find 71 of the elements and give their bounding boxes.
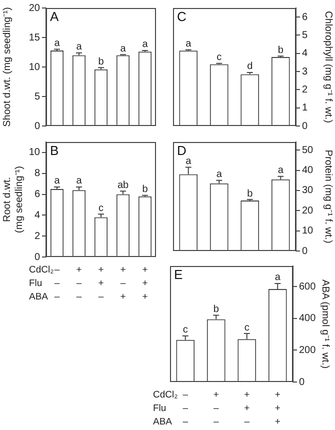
x-axis-title: CdCl₂ Flu ABA: [29, 264, 54, 303]
data-label: a: [186, 156, 192, 167]
chart-title: C: [177, 9, 186, 24]
data-label: a: [278, 165, 284, 176]
data-label: ab: [117, 180, 129, 191]
y-tick-label: 10: [28, 147, 40, 158]
y-tick-label: 5: [302, 30, 308, 41]
chart-title: D: [177, 143, 186, 158]
y-tick-label: 2: [302, 84, 308, 96]
data-label: a: [274, 272, 281, 284]
y-tick-label: 15: [28, 32, 40, 44]
data-label: b: [213, 304, 220, 316]
y-tick-label: 0: [299, 376, 305, 388]
x-tick-label: + – –: [76, 264, 82, 303]
data-label: c: [216, 52, 222, 64]
data-label: b: [247, 188, 254, 200]
chart-title: B: [50, 143, 59, 158]
x-tick-label: + – +: [120, 264, 126, 303]
y-tick-label: 40: [302, 165, 314, 176]
chart-title: A: [50, 9, 59, 24]
y-tick-label: 6: [302, 12, 308, 23]
data-label: a: [76, 42, 82, 53]
y-tick-label: 10: [28, 62, 40, 73]
y-tick-label: 1: [302, 102, 308, 114]
data-label: c: [182, 324, 188, 336]
y-tick-label: 4: [302, 48, 308, 60]
y-tick-label: 3: [302, 66, 308, 78]
y-tick-label: 6: [34, 189, 40, 200]
x-tick-label: + + +: [274, 390, 281, 428]
y-tick-label: 0: [302, 120, 308, 132]
y-tick-label: 200: [299, 344, 316, 356]
x-tick-label: – – –: [182, 390, 189, 428]
x-tick-label: + + +: [142, 264, 148, 303]
y-tick-label: 4: [34, 210, 40, 221]
x-tick-label: + – –: [213, 390, 220, 428]
data-label: b: [98, 56, 104, 68]
data-label: c: [244, 322, 250, 334]
y-tick-label: 0: [34, 252, 40, 263]
data-label: b: [278, 44, 284, 56]
y-axis-title: Shoot d.wt. (mg seedling⁻¹): [2, 7, 13, 127]
data-label: a: [120, 43, 126, 54]
x-tick-label: – – –: [54, 264, 60, 303]
data-label: a: [186, 38, 192, 50]
data-label: a: [76, 176, 82, 187]
y-tick-label: 0: [34, 120, 40, 132]
y-tick-label: 8: [34, 168, 40, 180]
y-tick-label: 50: [302, 144, 314, 156]
data-label: d: [247, 61, 253, 72]
y-tick-label: 10: [302, 226, 314, 237]
y-axis-title: Protein (mg g⁻¹ f. wt.): [322, 150, 334, 244]
y-axis-title: Root d.wt. (mg seedling⁻¹): [2, 166, 25, 233]
data-label: a: [54, 176, 60, 187]
data-label: b: [142, 184, 148, 196]
y-tick-label: 0: [302, 246, 308, 257]
y-tick-label: 20: [28, 2, 40, 14]
data-label: a: [54, 38, 60, 50]
y-axis-title: Chlorophyll (mg g⁻¹ f. wt.): [322, 11, 334, 123]
y-tick-label: 400: [299, 313, 316, 324]
y-axis-title: ABA (pmol g⁻¹ f. wt.): [319, 279, 330, 369]
data-label: a: [142, 39, 148, 50]
data-label: a: [216, 169, 222, 180]
x-axis-title: CdCl₂ Flu ABA: [153, 390, 178, 428]
data-label: c: [98, 202, 104, 214]
y-tick-label: 20: [302, 205, 314, 216]
y-tick-label: 600: [299, 281, 316, 292]
x-tick-label: + + –: [98, 264, 104, 303]
y-tick-label: 30: [302, 185, 314, 196]
y-tick-label: 5: [34, 91, 40, 102]
x-tick-label: + + –: [244, 390, 250, 428]
chart-title: E: [174, 267, 183, 282]
y-tick-label: 2: [34, 230, 40, 242]
